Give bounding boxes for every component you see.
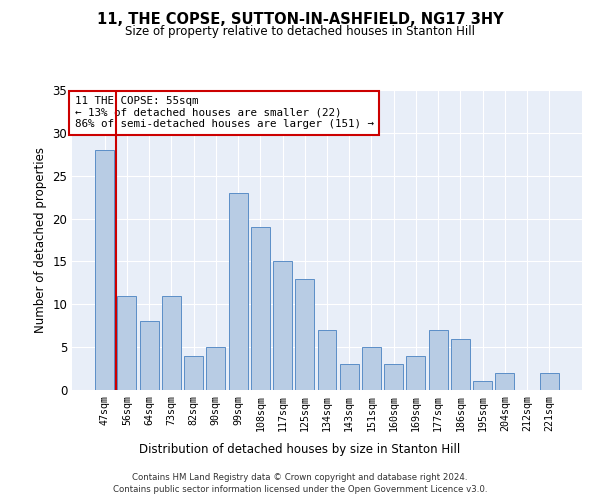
- Text: Distribution of detached houses by size in Stanton Hill: Distribution of detached houses by size …: [139, 442, 461, 456]
- Bar: [229, 193, 248, 390]
- Bar: [140, 322, 158, 390]
- Bar: [496, 373, 514, 390]
- Bar: [473, 382, 492, 390]
- Text: Size of property relative to detached houses in Stanton Hill: Size of property relative to detached ho…: [125, 25, 475, 38]
- Bar: [362, 347, 381, 390]
- Bar: [118, 296, 136, 390]
- Bar: [429, 330, 448, 390]
- Bar: [384, 364, 403, 390]
- Text: Contains HM Land Registry data © Crown copyright and database right 2024.: Contains HM Land Registry data © Crown c…: [132, 472, 468, 482]
- Text: 11 THE COPSE: 55sqm
← 13% of detached houses are smaller (22)
86% of semi-detach: 11 THE COPSE: 55sqm ← 13% of detached ho…: [74, 96, 374, 129]
- Text: 11, THE COPSE, SUTTON-IN-ASHFIELD, NG17 3HY: 11, THE COPSE, SUTTON-IN-ASHFIELD, NG17 …: [97, 12, 503, 28]
- Bar: [162, 296, 181, 390]
- Bar: [273, 262, 292, 390]
- Bar: [295, 278, 314, 390]
- Bar: [95, 150, 114, 390]
- Bar: [251, 227, 270, 390]
- Bar: [540, 373, 559, 390]
- Bar: [406, 356, 425, 390]
- Y-axis label: Number of detached properties: Number of detached properties: [34, 147, 47, 333]
- Bar: [184, 356, 203, 390]
- Bar: [451, 338, 470, 390]
- Text: Contains public sector information licensed under the Open Government Licence v3: Contains public sector information licen…: [113, 485, 487, 494]
- Bar: [317, 330, 337, 390]
- Bar: [340, 364, 359, 390]
- Bar: [206, 347, 225, 390]
